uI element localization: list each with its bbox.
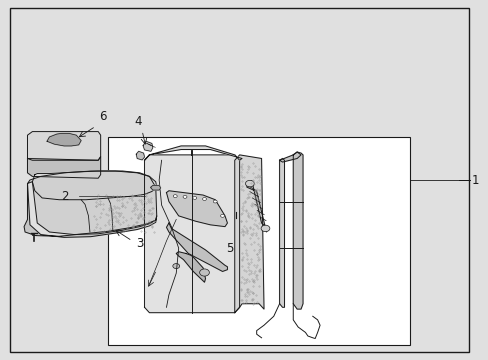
Polygon shape [279, 158, 284, 307]
Polygon shape [166, 191, 227, 226]
Polygon shape [279, 152, 301, 162]
Polygon shape [27, 157, 101, 178]
Circle shape [261, 225, 269, 231]
Polygon shape [47, 134, 81, 146]
Polygon shape [143, 141, 153, 151]
Polygon shape [136, 151, 144, 160]
Text: 5: 5 [225, 242, 233, 255]
Circle shape [199, 269, 209, 276]
Polygon shape [144, 146, 242, 160]
Polygon shape [27, 132, 101, 160]
Polygon shape [24, 184, 157, 237]
Text: 3: 3 [136, 237, 143, 250]
Polygon shape [246, 181, 267, 232]
Circle shape [245, 180, 254, 187]
Polygon shape [176, 252, 205, 282]
Polygon shape [166, 223, 227, 271]
Polygon shape [234, 155, 264, 313]
Polygon shape [151, 185, 160, 190]
Circle shape [173, 195, 177, 198]
Bar [108, 137, 409, 345]
Circle shape [202, 198, 206, 201]
Polygon shape [293, 152, 303, 309]
Circle shape [220, 215, 224, 217]
Circle shape [183, 195, 186, 198]
Circle shape [213, 200, 217, 203]
Polygon shape [32, 171, 157, 200]
Text: 1: 1 [470, 174, 478, 186]
Circle shape [192, 197, 196, 199]
Text: 4: 4 [134, 115, 142, 128]
Polygon shape [27, 171, 157, 234]
Polygon shape [144, 155, 239, 313]
Text: 2: 2 [61, 190, 69, 203]
Circle shape [172, 264, 179, 269]
Text: 6: 6 [99, 110, 106, 123]
